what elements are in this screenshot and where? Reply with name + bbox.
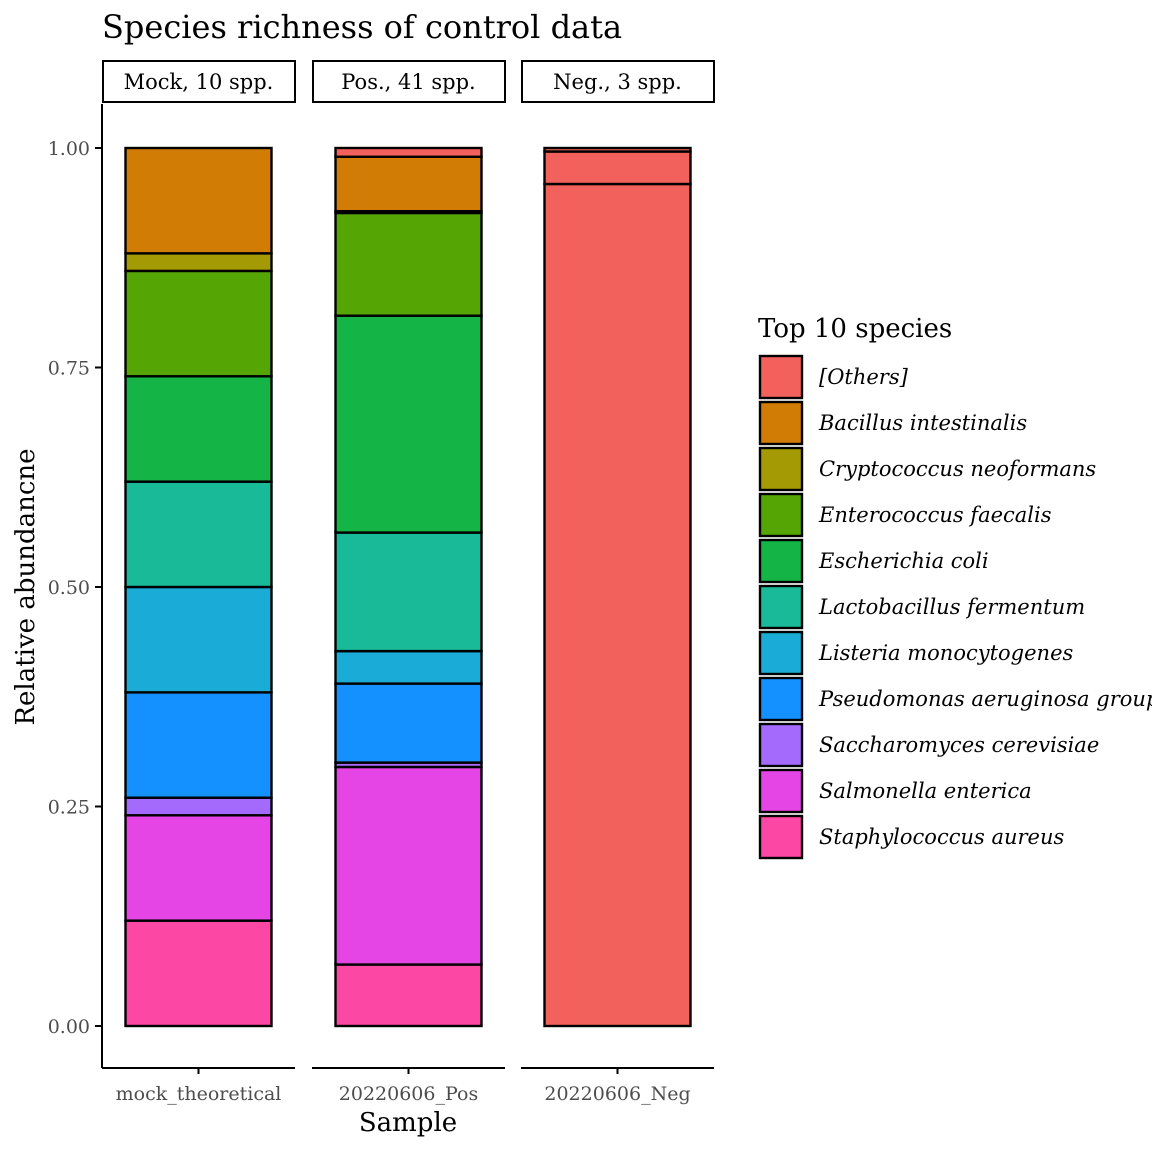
- legend-item: Lactobacillus fermentum: [758, 584, 1085, 630]
- legend-label: Saccharomyces cerevisiae: [819, 733, 1099, 757]
- legend-title: Top 10 species: [758, 314, 952, 344]
- bar-segment: [124, 796, 273, 817]
- bar-segment: [334, 211, 483, 317]
- y-tick-label: 0.50: [48, 577, 90, 599]
- legend-item: Enterococcus faecalis: [758, 492, 1052, 538]
- facet-panel: Neg., 3 spp. 20220606_Neg: [521, 60, 715, 1105]
- legend-swatch: [758, 446, 804, 492]
- facet-panels: Mock, 10 spp. mock_theoretical Pos., 41 sp…: [102, 60, 715, 1105]
- legend-item: Staphylococcus aureus: [758, 814, 1064, 860]
- legend-item: Salmonella enterica: [758, 768, 1032, 814]
- legend-label: Lactobacillus fermentum: [818, 595, 1085, 619]
- bar-segment: [334, 963, 483, 1028]
- legend-label: Listeria monocytogenes: [818, 641, 1074, 665]
- legend-item: Cryptococcus neoformans: [758, 446, 1096, 492]
- bar-segment: [124, 146, 273, 255]
- legend-swatch: [758, 538, 804, 584]
- legend-swatch: [758, 354, 804, 400]
- legend-items: [Others] Bacillus intestinalis Cryptococcu…: [758, 354, 1152, 860]
- bar-segment: [543, 150, 692, 186]
- y-tick-label: 0.00: [48, 1016, 90, 1038]
- facet-strip: [102, 60, 296, 103]
- bar-segment: [543, 146, 692, 153]
- legend-item: Listeria monocytogenes: [758, 630, 1074, 676]
- bar-segment: [334, 649, 483, 685]
- bar-segment: [124, 919, 273, 1028]
- x-tick-label: 20220606_Neg: [544, 1083, 690, 1105]
- y-tick-label: 0.25: [48, 797, 90, 819]
- legend-swatch: [758, 584, 804, 630]
- facet-strip-label: Pos., 41 spp.: [341, 70, 475, 94]
- bar-segment: [124, 814, 273, 922]
- x-tick-label: mock_theoretical: [116, 1083, 282, 1105]
- legend-item: [Others]: [758, 354, 909, 400]
- legend-swatch: [758, 492, 804, 538]
- bar-segment: [334, 155, 483, 213]
- x-axis-title: Sample: [359, 1108, 457, 1138]
- chart-title: Species richness of control data: [102, 8, 622, 46]
- facet-strip-label: Mock, 10 spp.: [124, 70, 274, 94]
- bar-segment: [124, 375, 273, 483]
- bar-segment: [124, 252, 273, 273]
- legend-item: Escherichia coli: [758, 538, 989, 584]
- legend-label: Escherichia coli: [818, 549, 989, 573]
- facet-strip: [312, 60, 506, 103]
- facet-panel: Mock, 10 spp. mock_theoretical: [102, 60, 296, 1105]
- legend-item: Pseudomonas aeruginosa group: [758, 676, 1152, 722]
- bar-segment: [334, 531, 483, 653]
- bar-segment: [124, 691, 273, 799]
- y-tick-label: 1.00: [48, 138, 90, 160]
- bar-segment: [124, 585, 273, 694]
- legend-label: [Others]: [819, 365, 909, 389]
- y-axis: 0.00 0.25 0.50 0.75 1.00: [48, 104, 103, 1068]
- bar-segment: [124, 480, 273, 589]
- legend-item: Saccharomyces cerevisiae: [758, 722, 1099, 768]
- bar-segment: [334, 314, 483, 534]
- facet-strip: [521, 60, 715, 103]
- legend-label: Pseudomonas aeruginosa group: [818, 687, 1152, 711]
- y-tick-label: 0.75: [48, 358, 90, 380]
- bar-segment: [334, 765, 483, 966]
- bar-segment: [124, 269, 273, 378]
- legend-label: Bacillus intestinalis: [818, 411, 1027, 435]
- facet-panel: Pos., 41 spp. 20220606_Pos: [312, 60, 506, 1105]
- x-tick-label: 20220606_Pos: [339, 1083, 478, 1105]
- legend-label: Enterococcus faecalis: [818, 503, 1052, 527]
- legend-label: Salmonella enterica: [819, 779, 1032, 803]
- legend-item: Bacillus intestinalis: [758, 400, 1027, 446]
- bar-segment: [543, 182, 692, 1028]
- y-axis-title: Relative abundancne: [11, 448, 41, 725]
- legend-label: Staphylococcus aureus: [819, 825, 1064, 849]
- legend-swatch: [758, 814, 804, 860]
- legend-swatch: [758, 676, 804, 722]
- facet-strip-label: Neg., 3 spp.: [553, 70, 682, 94]
- bar-segment: [334, 146, 483, 158]
- bar-segment: [334, 682, 483, 764]
- legend-swatch: [758, 400, 804, 446]
- legend-swatch: [758, 768, 804, 814]
- legend: Top 10 species [Others] Bacillus intestin…: [758, 314, 1152, 860]
- legend-label: Cryptococcus neoformans: [819, 457, 1096, 481]
- legend-swatch: [758, 722, 804, 768]
- legend-swatch: [758, 630, 804, 676]
